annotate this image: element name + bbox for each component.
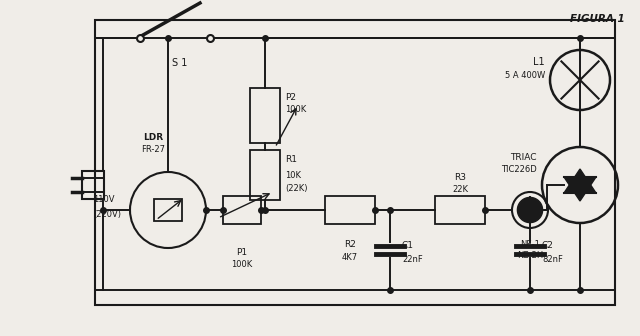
Text: C2: C2 <box>542 241 554 250</box>
Polygon shape <box>517 198 530 222</box>
Text: P1: P1 <box>236 248 248 257</box>
Bar <box>95 20 615 305</box>
Text: R2: R2 <box>344 240 356 249</box>
Text: S 1: S 1 <box>172 58 188 68</box>
Text: 22nF: 22nF <box>402 255 423 264</box>
Text: FR-27: FR-27 <box>141 145 165 154</box>
Polygon shape <box>530 198 543 222</box>
Text: 100K: 100K <box>232 260 253 269</box>
Text: 22K: 22K <box>452 185 468 194</box>
Text: FIGURA 1: FIGURA 1 <box>570 14 625 24</box>
Text: R1: R1 <box>285 156 297 165</box>
Text: R3: R3 <box>454 173 466 182</box>
Bar <box>250 150 280 200</box>
Text: NE-1: NE-1 <box>520 240 540 249</box>
Bar <box>325 196 375 224</box>
Text: (22K): (22K) <box>285 184 307 194</box>
Text: TRIAC: TRIAC <box>511 153 537 162</box>
Bar <box>154 199 182 221</box>
Text: 10K: 10K <box>285 170 301 179</box>
Text: L1: L1 <box>533 57 545 67</box>
Text: 100K: 100K <box>285 106 307 115</box>
Bar <box>250 87 280 142</box>
Text: TIC226D: TIC226D <box>501 166 537 174</box>
Polygon shape <box>564 177 596 201</box>
Text: P2: P2 <box>285 92 296 101</box>
Bar <box>223 196 261 224</box>
Text: NE-2H: NE-2H <box>517 251 543 260</box>
Bar <box>82 171 104 199</box>
Text: 5 A 400W: 5 A 400W <box>505 71 545 80</box>
Text: 82nF: 82nF <box>542 255 563 264</box>
Text: LDR: LDR <box>143 133 163 142</box>
Polygon shape <box>564 169 596 193</box>
Text: C1: C1 <box>402 241 414 250</box>
Text: (220V): (220V) <box>93 210 121 219</box>
Bar <box>435 196 485 224</box>
Text: 110V: 110V <box>93 196 115 205</box>
Text: 4K7: 4K7 <box>342 253 358 262</box>
